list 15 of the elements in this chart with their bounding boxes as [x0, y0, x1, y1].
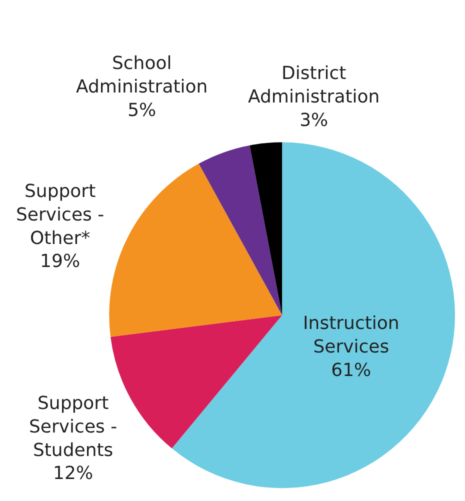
pie-slice [198, 145, 282, 316]
data-label: 5% [128, 100, 156, 121]
slice-label: Instruction Services [303, 313, 400, 358]
slice-label: District Administration [248, 63, 380, 108]
pie-slice [109, 164, 282, 337]
data-label: 3% [300, 110, 328, 131]
pie-slice [172, 142, 455, 488]
pie-slice [250, 142, 282, 316]
data-label: 61% [331, 360, 372, 381]
slice-label: School Administration [76, 53, 208, 98]
data-label: 12% [53, 463, 94, 484]
slice-label: Support Services - Other* [16, 181, 104, 249]
slice-label: Support Services - Students [29, 393, 118, 461]
pie-slice [110, 315, 282, 448]
data-label: 19% [40, 251, 80, 272]
